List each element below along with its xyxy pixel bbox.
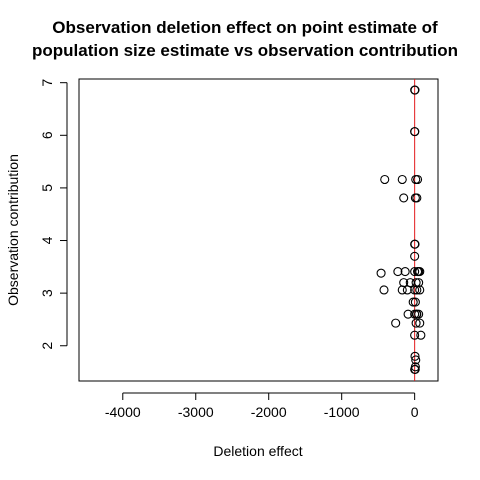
chart-title-line: population size estimate vs observation …	[32, 41, 458, 60]
data-point	[414, 309, 424, 319]
data-point	[411, 174, 421, 185]
y-axis: 2 3 4 5 6 7	[39, 79, 68, 350]
x-tick-label: -3000	[178, 404, 214, 420]
x-axis-label: Deletion effect	[213, 443, 302, 459]
data-point	[410, 285, 420, 295]
data-point	[393, 267, 403, 277]
data-point	[416, 330, 426, 340]
data-point	[413, 174, 423, 185]
x-tick-label: -2000	[251, 404, 287, 420]
data-point	[410, 267, 420, 277]
data-point	[379, 285, 389, 295]
y-tick-label: 3	[39, 289, 55, 297]
data-point	[397, 285, 407, 295]
data-point	[410, 239, 420, 249]
data-point	[402, 285, 412, 295]
data-point	[410, 351, 420, 361]
data-point	[410, 330, 420, 340]
data-point	[415, 285, 425, 295]
y-tick-label: 6	[39, 131, 55, 139]
y-axis-label: Observation contribution	[5, 154, 21, 306]
data-point	[391, 318, 401, 328]
y-tick-label: 5	[39, 184, 55, 192]
data-point	[403, 309, 413, 319]
data-point	[376, 268, 386, 278]
data-point	[399, 193, 409, 203]
data-point	[410, 364, 420, 374]
data-point	[397, 174, 407, 185]
data-point	[415, 267, 425, 277]
plot-frame	[78, 78, 439, 382]
x-tick-label: -4000	[105, 404, 141, 420]
x-axis: -4000 -3000 -2000 -1000 0	[105, 392, 419, 420]
data-point	[412, 285, 422, 295]
x-tick-label: 0	[411, 404, 419, 420]
y-tick-label: 7	[39, 79, 55, 87]
y-tick-label: 4	[39, 236, 55, 244]
data-point	[411, 355, 421, 365]
data-point	[380, 174, 390, 185]
data-point	[410, 309, 420, 319]
data-points	[376, 85, 426, 374]
chart-title-line: Observation deletion effect on point est…	[52, 18, 438, 37]
y-tick-label: 2	[39, 342, 55, 350]
data-point	[410, 297, 420, 307]
data-point	[400, 267, 410, 277]
data-point	[410, 85, 420, 95]
data-point	[410, 127, 420, 137]
data-point	[412, 193, 422, 203]
data-point	[410, 251, 420, 261]
chart-title: Observation deletion effect on point est…	[32, 18, 458, 60]
data-point	[408, 297, 418, 307]
data-point	[415, 318, 425, 328]
x-tick-label: -1000	[324, 404, 360, 420]
data-point	[411, 318, 421, 328]
